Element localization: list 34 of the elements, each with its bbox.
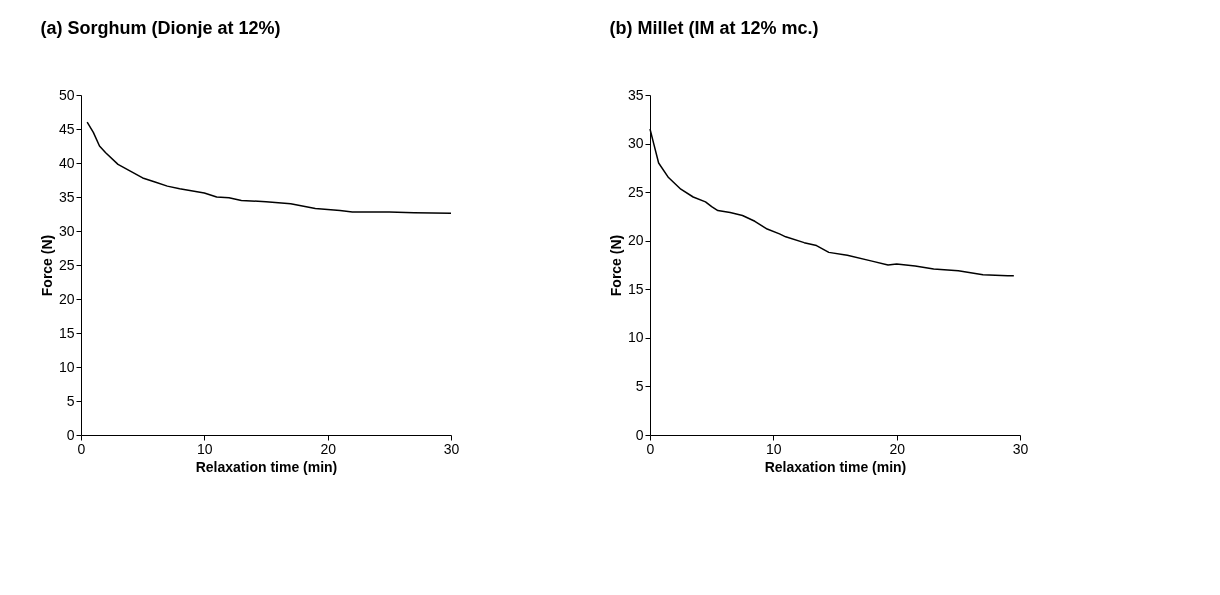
y-tick-label: 10 [627,329,644,346]
y-tick-label: 5 [66,392,75,409]
y-tick-label: 35 [627,86,644,103]
y-tick-label: 5 [635,377,644,394]
line-series [86,121,452,215]
chart-title: (b) Millet (IM at 12% mc.) [609,18,819,38]
y-tick-label: 25 [627,183,644,200]
y-tick-label: 50 [58,86,75,103]
x-tick-label: 20 [889,440,906,457]
y-tick-label: 30 [627,135,644,152]
y-tick-label: 35 [58,188,75,205]
x-tick-label: 30 [1012,440,1029,457]
y-axis-title: Force (N) [38,234,55,297]
x-tick-label: 0 [77,440,86,457]
y-tick-label: 10 [58,358,75,375]
y-tick-label: 0 [635,426,644,443]
y-tick-label: 30 [58,222,75,239]
x-axis-title: Relaxation time (min) [764,458,907,475]
y-tick-label: 15 [627,280,644,297]
x-tick-label: 10 [766,440,782,457]
y-tick-label: 40 [58,154,75,171]
y-tick-label: 20 [58,290,75,307]
x-tick-label: 0 [646,440,655,457]
y-tick-label: 0 [66,426,75,443]
x-tick-label: 10 [197,440,213,457]
y-tick-label: 45 [58,120,75,137]
y-axis-title: Force (N) [607,234,624,297]
y-tick-label: 25 [58,256,75,273]
x-tick-label: 20 [320,440,337,457]
x-tick-label: 30 [443,440,460,457]
y-tick-label: 15 [58,324,75,341]
y-tick-label: 20 [627,232,644,249]
chart-title: (a) Sorghum (Dionje at 12%) [40,18,281,38]
x-axis-title: Relaxation time (min) [195,458,338,475]
